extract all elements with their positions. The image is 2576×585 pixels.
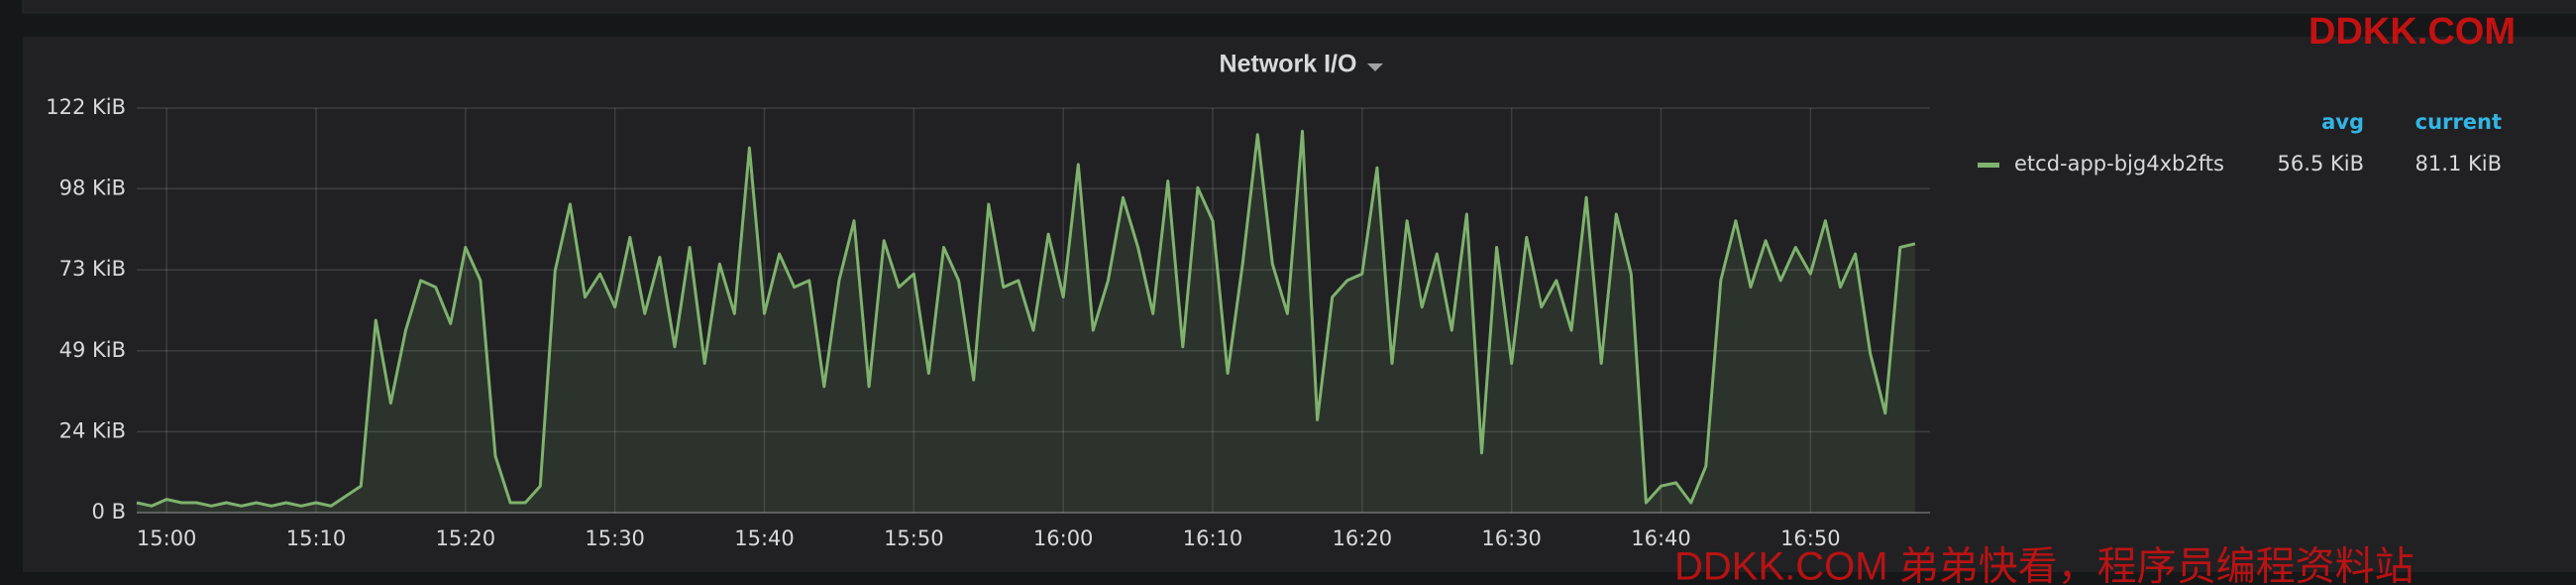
panel-title[interactable]: Network I/O [1220, 51, 1357, 78]
upper-panel [22, 0, 2576, 14]
legend-column-header: current [2415, 110, 2502, 134]
x-tick-label: 16:20 [1333, 526, 1393, 550]
line [136, 129, 1916, 508]
x-tick-label: 16:00 [1033, 526, 1094, 550]
panel [23, 37, 2576, 572]
legend-column-header: avg [2321, 110, 2364, 134]
x-tick-label: 15:10 [286, 526, 347, 550]
x-tick-label: 16:30 [1481, 526, 1542, 550]
y-tick-label: 98 KiB [59, 176, 126, 199]
x-tick-label: 16:40 [1631, 526, 1691, 550]
x-tick-label: 15:30 [585, 526, 645, 550]
x-tick-label: 15:50 [884, 526, 944, 550]
x-tick-label: 15:20 [436, 526, 496, 550]
x-tick-label: 15:00 [137, 526, 197, 550]
y-tick-label: 24 KiB [59, 418, 126, 442]
y-tick-label: 49 KiB [59, 338, 126, 362]
panel-header[interactable]: Network I/O [1220, 51, 1383, 78]
legend-item[interactable]: etcd-app-bjg4xb2fts 56.5 KiB 81.1 KiB [1978, 152, 2502, 176]
watermark: DDKK.COM [2308, 11, 2516, 53]
dropdown-caret[interactable] [1367, 63, 1383, 71]
legend-value: 81.1 KiB [2415, 152, 2502, 176]
y-tick-label: 0 B [92, 500, 126, 524]
area [137, 131, 1915, 513]
legend-label: etcd-app-bjg4xb2fts [2014, 152, 2224, 176]
legend: avg current etcd-app-bjg4xb2fts 56.5 KiB 81.… [1978, 110, 2502, 176]
legend-swatch [1978, 163, 1999, 168]
y-tick-label: 73 KiB [59, 257, 126, 281]
x-tick-label: 16:50 [1780, 526, 1841, 550]
legend-value: 56.5 KiB [2278, 152, 2364, 176]
x-tick-label: 15:40 [734, 526, 795, 550]
x-tick-label: 16:10 [1183, 526, 1243, 550]
plot: 0 B 24 KiB 49 KiB 73 KiB 98 KiB 122 KiB 15:00 1… [46, 95, 2502, 550]
y-tick-label: 122 KiB [46, 95, 126, 119]
watermark: DDKK.COM 弟弟快看，程序员编程资料站 [1674, 545, 2415, 585]
